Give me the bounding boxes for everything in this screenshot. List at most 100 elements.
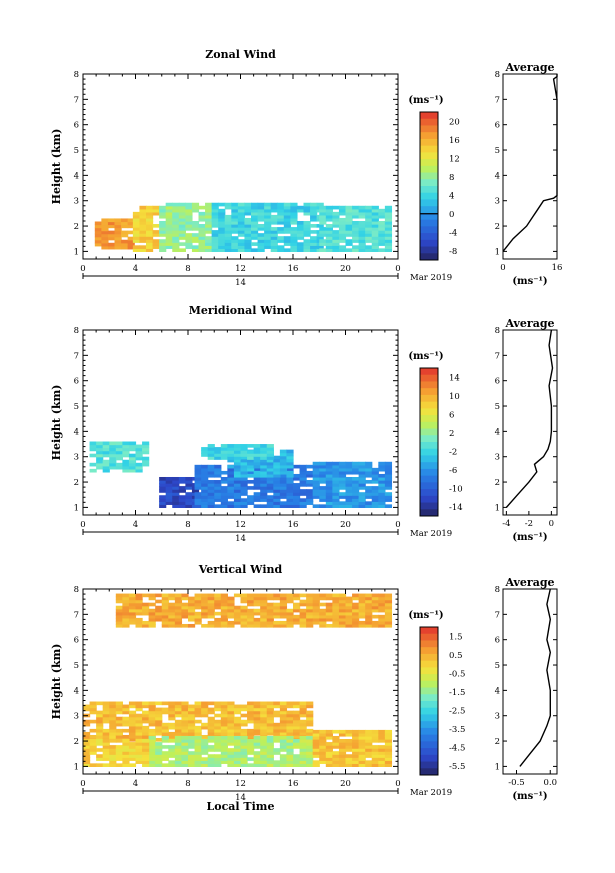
heatmap-cell [128,599,137,604]
heatmap-cell [266,722,274,727]
heatmap-cell [257,208,265,213]
heatmap-cell [231,224,239,228]
heatmap-cell [194,498,202,502]
heatmap-cell [266,701,274,706]
x-tick-label: 4 [133,779,138,789]
heatmap-cell [240,458,248,463]
heatmap-cell [122,751,130,755]
avg-x-axis-label: (ms⁻¹) [512,532,547,543]
avg-x-tick-label: -4 [502,519,510,529]
heatmap-cell [279,739,288,743]
heatmap-cell [122,734,130,739]
heatmap-cell [371,763,379,767]
heatmap-cell [338,473,347,478]
heatmap-cell [83,742,91,746]
heatmap-cell [365,611,373,616]
heatmap-cell [352,498,360,502]
heatmap-cell [107,245,116,250]
heatmap-cell [371,602,379,607]
heatmap-cell [128,738,137,742]
heatmap-cell [214,602,222,607]
date-label: Mar 2019 [410,273,452,283]
heatmap-cell [207,473,215,478]
heatmap-cell [286,617,294,622]
heatmap-cell [214,467,222,472]
heatmap-cell [319,729,327,734]
heatmap-cell [338,763,347,767]
heatmap-cell [371,224,379,228]
heatmap-cell [188,763,196,767]
heatmap-cell [211,220,219,225]
heatmap-cell [273,470,281,475]
heatmap-cell [218,227,226,231]
heatmap-cell [135,725,143,730]
heatmap-cell [165,489,173,493]
heatmap-cell [270,236,278,240]
avg-y-tick-label: 8 [495,326,500,336]
heatmap-cells [83,593,393,767]
heatmap-cell [159,220,167,225]
heatmap-cell [121,245,129,250]
heatmap-cell [194,739,202,743]
heatmap-cell [188,614,196,619]
heatmap-cell [371,248,379,252]
heatmap-cell [159,501,167,505]
heatmap-cell [168,760,176,764]
heatmap-cell [319,214,327,219]
heatmap-cell [233,461,242,466]
heatmap-cell [94,236,102,241]
heatmap-cell [207,763,215,767]
heatmap-cell [251,217,259,222]
heatmap-cell [152,239,160,243]
heatmap-cell [240,611,248,616]
colorbar-swatch [420,653,438,662]
heatmap-cell [214,757,222,761]
heatmap-cell [115,456,123,461]
heatmap-cell [260,593,268,598]
heatmap-cell [358,742,366,746]
heatmap-cell [240,447,248,451]
heatmap-cell [207,450,215,454]
heatmap-cell [296,245,305,249]
heatmap-cell [332,245,340,249]
heatmap-cell [165,245,173,249]
heatmap-cell [273,602,281,607]
heatmap-cell [378,473,386,478]
avg-x-tick-label: -0.5 [508,778,524,788]
heatmap-cell [159,211,167,216]
heatmap-cell [296,205,305,210]
heatmap-cell [312,489,320,493]
heatmap-cell [384,224,393,228]
heatmap-cell [240,731,248,736]
heatmap-cell [345,464,353,469]
avg-y-tick-label: 6 [495,377,500,387]
heatmap-cell [358,620,366,625]
heatmap-cell [135,468,143,473]
heatmap-cell [194,748,202,752]
heatmap-cell [185,242,193,246]
average-profile-line [505,329,554,508]
heatmap-cell [384,735,393,740]
heatmap-cell [240,599,248,604]
heatmap-cell [332,480,340,484]
heatmap-cell [188,602,196,607]
heatmap-cell [240,476,248,481]
heatmap-cell [384,211,393,216]
heatmap-cell [114,245,122,250]
heatmap-cell [207,453,215,457]
heatmap-cell [135,760,143,764]
heatmap-cell [114,230,122,235]
heatmap-cell [358,498,366,502]
heatmap-cell [277,230,285,234]
heatmap-cell [174,757,183,761]
heatmap-cell [155,593,163,598]
heatmap-cell [303,208,311,213]
heatmap-cell [240,614,248,619]
heatmap-cell [127,224,135,229]
heatmap-cell [107,242,116,247]
heatmap-cell [371,620,379,625]
heatmap-cell [172,489,180,493]
heatmap-cell [332,248,340,252]
heatmap-cell [115,734,123,739]
heatmap-cell [220,492,228,496]
